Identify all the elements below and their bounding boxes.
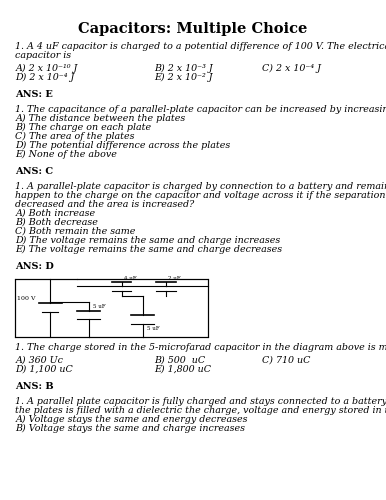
Text: B) 2 x 10⁻³ J: B) 2 x 10⁻³ J <box>154 64 213 72</box>
Text: C) 710 uC: C) 710 uC <box>262 356 311 365</box>
Text: A) 360 Uc: A) 360 Uc <box>15 356 63 365</box>
Text: D) 1,100 uC: D) 1,100 uC <box>15 365 73 374</box>
Text: 100 V: 100 V <box>17 296 36 301</box>
Text: 1. The charge stored in the 5-microfarad capacitor in the diagram above is most : 1. The charge stored in the 5-microfarad… <box>15 343 386 352</box>
Text: E) 1,800 uC: E) 1,800 uC <box>154 365 212 374</box>
Text: B) 500  uC: B) 500 uC <box>154 356 205 365</box>
Text: E) 2 x 10⁻² J: E) 2 x 10⁻² J <box>154 72 213 82</box>
Text: the plates is filled with a dielectric the charge, voltage and energy stored in : the plates is filled with a dielectric t… <box>15 406 386 415</box>
Text: E) The voltage remains the same and charge decreases: E) The voltage remains the same and char… <box>15 244 283 254</box>
Text: 5 uF: 5 uF <box>93 304 105 310</box>
Text: D) 2 x 10⁻⁴ J: D) 2 x 10⁻⁴ J <box>15 72 74 82</box>
Text: D) The voltage remains the same and charge increases: D) The voltage remains the same and char… <box>15 236 281 244</box>
Text: happen to the charge on the capacitor and voltage across it if the separation be: happen to the charge on the capacitor an… <box>15 190 386 200</box>
Text: B) Both decrease: B) Both decrease <box>15 218 98 226</box>
Bar <box>15 279 208 336</box>
Text: C) Both remain the same: C) Both remain the same <box>15 226 136 235</box>
Text: E) None of the above: E) None of the above <box>15 150 117 158</box>
Text: Capacitors: Multiple Choice: Capacitors: Multiple Choice <box>78 22 308 36</box>
Text: A) The distance between the plates: A) The distance between the plates <box>15 114 186 122</box>
Text: decreased and the area is increased?: decreased and the area is increased? <box>15 200 195 208</box>
Text: B) Voltage stays the same and charge increases: B) Voltage stays the same and charge inc… <box>15 424 245 433</box>
Text: A) Voltage stays the same and energy decreases: A) Voltage stays the same and energy dec… <box>15 415 248 424</box>
Text: 1. The capacitance of a parallel-plate capacitor can be increased by increasing : 1. The capacitance of a parallel-plate c… <box>15 104 386 114</box>
Text: ANS: C: ANS: C <box>15 166 54 175</box>
Text: 5 uF: 5 uF <box>147 326 159 331</box>
Text: ANS: E: ANS: E <box>15 90 53 98</box>
Text: 1. A 4 uF capacitor is charged to a potential difference of 100 V. The electrica: 1. A 4 uF capacitor is charged to a pote… <box>15 42 386 50</box>
Text: C) 2 x 10⁻⁴ J: C) 2 x 10⁻⁴ J <box>262 64 322 72</box>
Text: 4 uF: 4 uF <box>124 276 136 281</box>
Text: C) The area of the plates: C) The area of the plates <box>15 132 135 140</box>
Text: ANS: D: ANS: D <box>15 262 54 270</box>
Text: 2 uF: 2 uF <box>168 276 181 281</box>
Text: capacitor is: capacitor is <box>15 50 71 59</box>
Text: A) Both increase: A) Both increase <box>15 208 96 218</box>
Text: 1. A parallel-plate capacitor is charged by connection to a battery and remains : 1. A parallel-plate capacitor is charged… <box>15 182 386 190</box>
Text: B) The charge on each plate: B) The charge on each plate <box>15 122 152 132</box>
Text: A) 2 x 10⁻¹⁰ J: A) 2 x 10⁻¹⁰ J <box>15 64 78 72</box>
Text: D) The potential difference across the plates: D) The potential difference across the p… <box>15 140 231 149</box>
Text: 1. A parallel plate capacitor is fully charged and stays connected to a battery.: 1. A parallel plate capacitor is fully c… <box>15 397 386 406</box>
Text: ANS: B: ANS: B <box>15 382 54 391</box>
